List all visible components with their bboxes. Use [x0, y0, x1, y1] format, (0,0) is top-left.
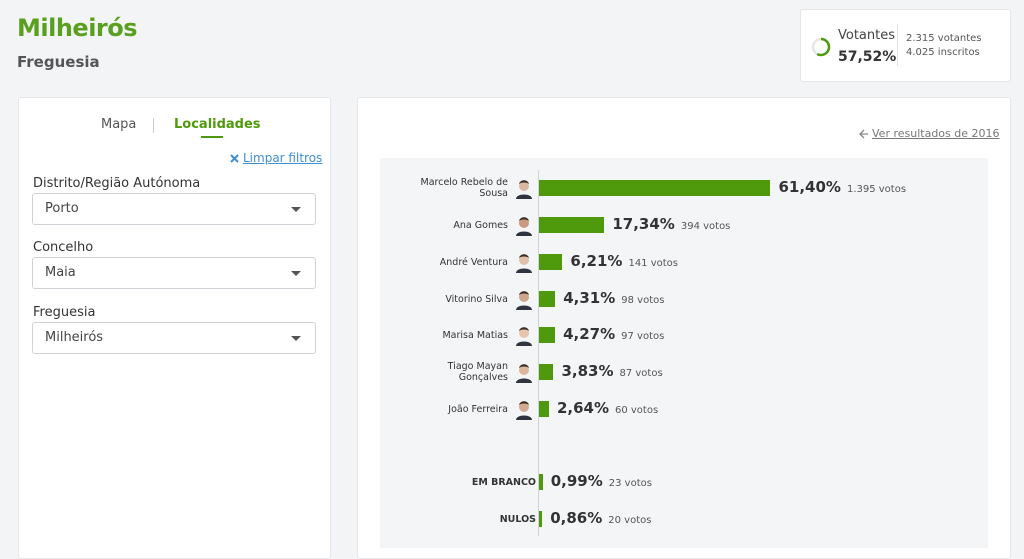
registered: 4.025 inscritos [906, 47, 980, 58]
tab-underline [201, 136, 223, 138]
clear-icon [230, 154, 239, 163]
page-subtitle: Freguesia [17, 53, 100, 71]
candidate-name: Marcelo Rebelo de Sousa [420, 177, 509, 199]
tab[interactable]: Mapa [101, 117, 137, 132]
candidate-photo [516, 217, 532, 236]
value-label: 17,34% 394 votos [612, 215, 731, 233]
caret [291, 207, 301, 212]
select[interactable]: Milheirós [32, 322, 316, 354]
candidate-name: EM BRANCO [471, 476, 536, 488]
bar [539, 474, 543, 490]
value-label: 4,27% 97 votos [563, 325, 665, 343]
value-label: 61,40% 1.395 votos [778, 178, 907, 196]
divider [897, 24, 898, 66]
candidate-name: Vitorino Silva [445, 293, 508, 305]
candidate-name: Tiago Mayan Gonçalves [447, 361, 508, 383]
select-value: Porto [45, 201, 79, 216]
candidate-photo [516, 180, 532, 199]
caret [291, 336, 301, 341]
results-panel: Ver resultados de 2016 Marcelo Rebelo de… [357, 97, 1011, 559]
page-title: Milheirós [17, 14, 138, 42]
bar [539, 180, 771, 196]
tab-active[interactable]: Localidades [174, 117, 261, 132]
value-label: 0,99% 23 votos [550, 472, 652, 490]
votes-label: 87 votos [619, 368, 663, 379]
filter-panel: Mapa Localidades Limpar filtros Distrito… [18, 97, 331, 559]
turnout-ring [811, 37, 831, 57]
ring-arc [811, 37, 831, 57]
bar [539, 327, 556, 343]
filter-label: Distrito/Região Autónoma [33, 176, 201, 191]
value-label: 3,83% 87 votos [561, 362, 663, 380]
turnout-label: Votantes [838, 28, 896, 43]
caret [291, 271, 301, 276]
turnout-value: 57,52% [838, 49, 897, 65]
select-value: Milheirós [45, 330, 104, 345]
bar [539, 401, 549, 417]
bar [539, 511, 543, 527]
value-label: 2,64% 60 votos [556, 399, 659, 417]
candidate-photo [516, 327, 532, 346]
candidate-photo [516, 254, 532, 273]
votes-label: 60 votos [614, 405, 659, 416]
select[interactable]: Porto [32, 193, 316, 225]
filter-label: Concelho [33, 240, 94, 255]
previous-results-link[interactable]: Ver resultados de 2016 [872, 127, 1000, 140]
bar [539, 217, 605, 233]
votes-label: 1.395 votos [846, 184, 907, 195]
bar [539, 291, 556, 307]
filter-label: Freguesia [33, 305, 96, 320]
clear-filters[interactable]: Limpar filtros [243, 151, 323, 165]
candidate-name: João Ferreira [448, 403, 508, 415]
candidate-photo [516, 291, 532, 310]
value-label: 0,86% 20 votos [550, 509, 652, 527]
votes-label: 98 votos [621, 295, 665, 306]
turnout-card: Votantes 57,52% 2.315 votantes 4.025 ins… [800, 9, 1011, 82]
value-label: 4,31% 98 votos [563, 289, 665, 307]
bar [539, 364, 554, 380]
voters: 2.315 votantes [906, 33, 982, 44]
votes-label: 97 votos [621, 331, 665, 342]
value-label: 6,21% 141 votos [570, 252, 679, 270]
candidate-name: NULOS [499, 513, 536, 525]
candidate-name: Ana Gomes [453, 219, 508, 231]
select-value: Maia [45, 265, 76, 280]
back-arrow [859, 129, 868, 139]
votes-label: 394 votos [680, 221, 731, 232]
votes-label: 20 votos [608, 515, 652, 526]
candidate-photo [516, 364, 532, 383]
axis-line [538, 170, 539, 536]
votes-label: 141 votos [628, 258, 679, 269]
tab-separator [153, 118, 154, 133]
candidate-photo [516, 401, 532, 420]
candidate-name: Marisa Matias [442, 329, 508, 341]
candidate-name: André Ventura [439, 256, 508, 268]
chart: Marcelo Rebelo de Sousa 61,40% 1.395 votos… [380, 158, 988, 548]
select[interactable]: Maia [32, 257, 316, 289]
bar [539, 254, 563, 270]
votes-label: 23 votos [608, 478, 652, 489]
